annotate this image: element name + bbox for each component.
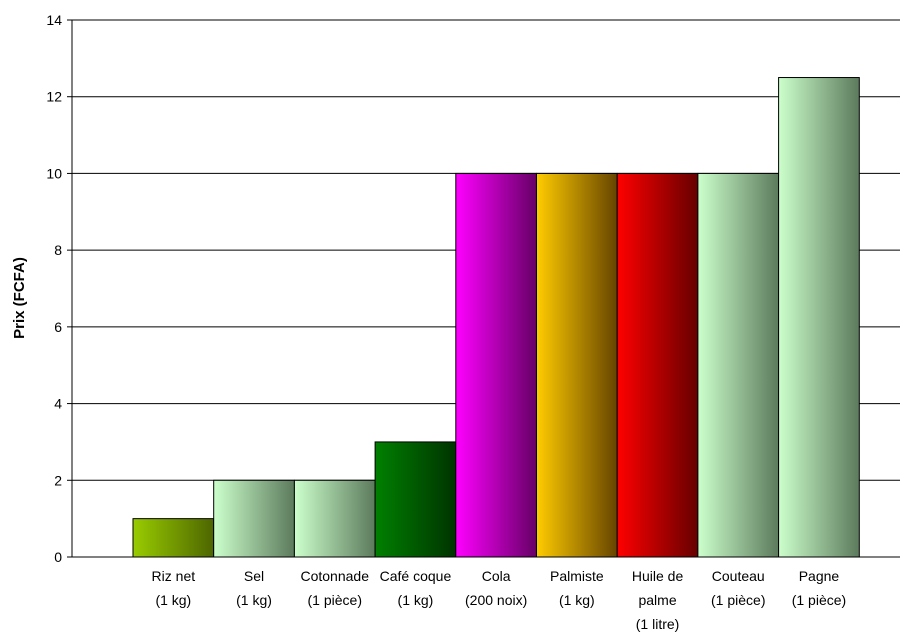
x-category-label: (1 kg): [559, 592, 595, 608]
y-tick-label: 12: [46, 89, 62, 105]
y-axis-ticks: 0 2 4 6 8 10 12 14: [46, 12, 72, 565]
x-category-label: Cotonnade: [300, 568, 369, 584]
x-category-label: (1 kg): [236, 592, 272, 608]
bar: [778, 77, 860, 558]
bar: [213, 479, 295, 558]
bar: [132, 518, 215, 558]
y-tick-label: 4: [54, 396, 62, 412]
x-category-label: Sel: [244, 568, 264, 584]
x-category-label: Couteau: [712, 568, 765, 584]
bar: [374, 441, 457, 558]
bars: [132, 77, 860, 558]
y-axis-title: Prix (FCFA): [11, 257, 28, 339]
bar: [455, 172, 537, 558]
bar: [536, 172, 618, 558]
x-category-label: Café coque: [380, 568, 452, 584]
x-category-label: Riz net: [152, 568, 196, 584]
x-axis-category-labels: Riz net (1 kg) Sel (1 kg) Cotonnade (1 pièce)…: [152, 568, 847, 632]
x-category-label: (1 kg): [398, 592, 434, 608]
y-tick-label: 6: [54, 319, 62, 335]
x-category-label: (1 pièce): [792, 592, 846, 608]
x-category-label: (200 noix): [465, 592, 527, 608]
axes: [71, 20, 900, 558]
y-tick-label: 2: [54, 472, 62, 488]
x-category-label: Pagne: [799, 568, 840, 584]
y-tick-label: 10: [46, 165, 62, 181]
y-tick-label: 8: [54, 242, 62, 258]
y-tick-label: 14: [46, 12, 62, 28]
x-category-label: (1 pièce): [711, 592, 765, 608]
x-category-label: Cola: [482, 568, 511, 584]
y-tick-label: 0: [54, 549, 62, 565]
x-category-label: Huile de: [632, 568, 684, 584]
bar: [293, 479, 376, 558]
x-category-label: Palmiste: [550, 568, 604, 584]
x-category-label: palme: [638, 592, 676, 608]
x-category-label: (1 kg): [155, 592, 191, 608]
bar: [616, 172, 699, 558]
x-category-label: (1 litre): [636, 616, 680, 632]
x-category-label: (1 pièce): [308, 592, 362, 608]
bar: [697, 172, 780, 558]
